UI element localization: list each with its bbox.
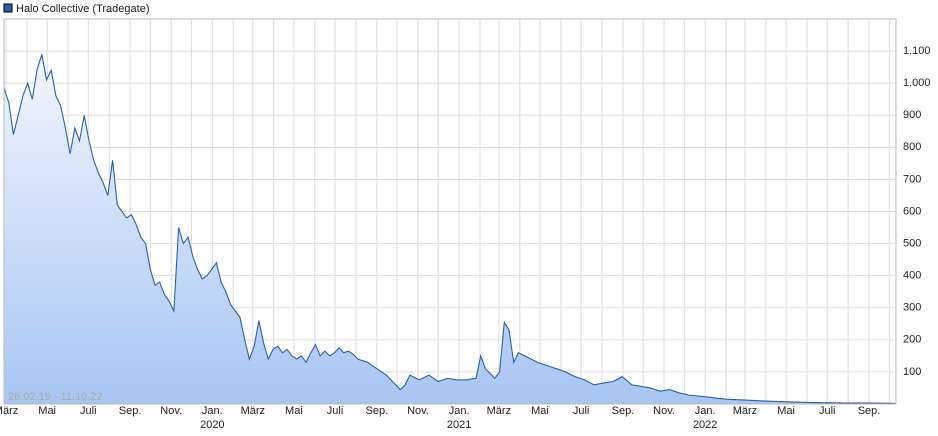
date-range: 26.02.19 - 11.10.22 [8, 391, 103, 403]
x-tick-label: Jan. [449, 405, 470, 417]
y-tick-label: 100 [903, 366, 921, 378]
x-tick-label: Sep. [858, 405, 881, 417]
x-tick-label: Sep. [366, 405, 389, 417]
x-tick-label: Juli [80, 405, 97, 417]
x-tick-label: Nov. [160, 405, 182, 417]
x-tick-label: Mai [285, 405, 303, 417]
y-tick-label: 200 [903, 334, 921, 346]
year-label: 2020 [200, 419, 224, 431]
x-tick-label: Juli [819, 405, 836, 417]
x-tick-label: März [241, 405, 265, 417]
x-tick-label: Mai [38, 405, 56, 417]
x-tick-label: März [733, 405, 757, 417]
y-tick-label: 400 [903, 270, 921, 282]
x-tick-label: März [0, 405, 18, 417]
legend-label: Halo Collective (Tradegate) [16, 3, 149, 15]
x-tick-label: Jan. [202, 405, 223, 417]
y-tick-label: 300 [903, 302, 921, 314]
year-label: 2022 [693, 419, 717, 431]
area [4, 54, 896, 405]
legend-swatch [3, 3, 13, 13]
x-tick-label: Sep. [612, 405, 635, 417]
line [3, 54, 897, 404]
y-tick-label: 500 [903, 237, 921, 249]
x-tick-label: Sep. [119, 405, 142, 417]
x-tick-label: Mai [531, 405, 549, 417]
x-tick-label: Nov. [653, 405, 675, 417]
x-tick-label: Juli [573, 405, 590, 417]
x-tick-label: Nov. [407, 405, 429, 417]
y-tick-label: 1.100 [903, 45, 931, 57]
x-tick-label: Juli [327, 405, 344, 417]
labels: 100 200 300 400 500 600 700 800 900 1.000 1.100 Mär… [0, 45, 931, 431]
x-tick-label: Mai [777, 405, 795, 417]
y-tick-label: 800 [903, 141, 921, 153]
x-tick-label: März [487, 405, 511, 417]
plot-frame [3, 18, 897, 405]
y-tick-label: 600 [903, 205, 921, 217]
year-label: 2021 [447, 419, 471, 431]
y-tick-label: 900 [903, 109, 921, 121]
plot [3, 54, 897, 405]
x-tick-label: Jan. [695, 405, 716, 417]
y-tick-label: 700 [903, 173, 921, 185]
y-tick-label: 1.000 [903, 77, 931, 89]
